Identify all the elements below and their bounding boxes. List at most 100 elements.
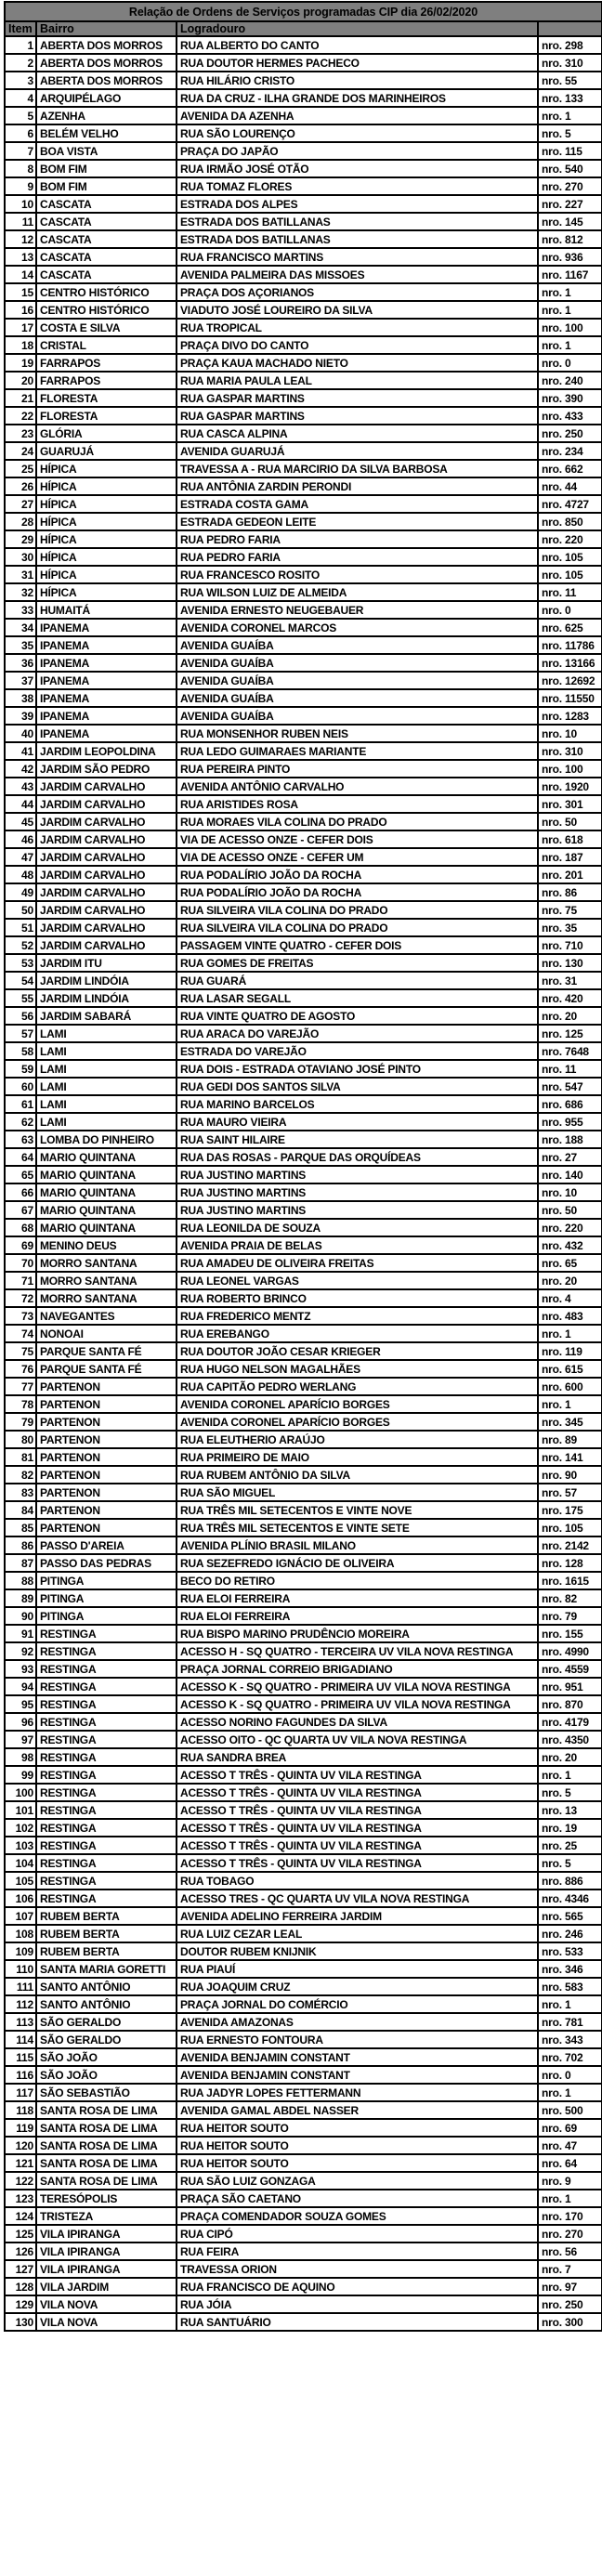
table-row: 99 RESTINGA ACESSO T TRÊS - QUINTA UV VILA…	[4, 1765, 602, 1785]
cell-nro: nro. 298	[536, 35, 602, 55]
cell-bairro: JARDIM CARVALHO	[35, 883, 177, 902]
cell-item: 114	[4, 2030, 37, 2049]
cell-nro: nro. 600	[536, 1377, 602, 1396]
cell-bairro: JARDIM SABARÁ	[35, 1006, 177, 1026]
cell-bairro: MARIO QUINTANA	[35, 1218, 177, 1237]
cell-nro: nro. 100	[536, 318, 602, 337]
cell-logradouro: ACESSO T TRÊS - QUINTA UV VILA RESTINGA	[176, 1800, 539, 1820]
cell-bairro: JARDIM LEOPOLDINA	[35, 741, 177, 761]
cell-bairro: NAVEGANTES	[35, 1306, 177, 1326]
cell-nro: nro. 0	[536, 600, 602, 620]
cell-nro: nro. 7648	[536, 1041, 602, 1061]
cell-bairro: MARIO QUINTANA	[35, 1147, 177, 1167]
cell-logradouro: PRAÇA SÃO CAETANO	[176, 2189, 539, 2208]
table-row: 82 PARTENON RUA RUBEM ANTÔNIO DA SILVA nro.…	[4, 1465, 602, 1484]
cell-nro: nro. 105	[536, 1518, 602, 1537]
table-row: 67 MARIO QUINTANA RUA JUSTINO MARTINS nro. …	[4, 1200, 602, 1220]
cell-item: 54	[4, 971, 37, 990]
cell-logradouro: RUA BISPO MARINO PRUDÊNCIO MOREIRA	[176, 1624, 539, 1643]
cell-bairro: IPANEMA	[35, 653, 177, 673]
cell-item: 14	[4, 265, 37, 284]
cell-item: 97	[4, 1730, 37, 1749]
cell-nro: nro. 69	[536, 2118, 602, 2138]
cell-logradouro: PRAÇA JORNAL CORREIO BRIGADIANO	[176, 1659, 539, 1679]
table-row: 56 JARDIM SABARÁ RUA VINTE QUATRO DE AGOST…	[4, 1006, 602, 1026]
cell-nro: nro. 345	[536, 1412, 602, 1432]
cell-logradouro: RUA ELOI FERREIRA	[176, 1589, 539, 1608]
cell-nro: nro. 4	[536, 1288, 602, 1308]
cell-nro: nro. 420	[536, 988, 602, 1008]
cell-item: 59	[4, 1059, 37, 1079]
cell-bairro: IPANEMA	[35, 635, 177, 655]
cell-logradouro: RUA ELEUTHERIO ARAÚJO	[176, 1430, 539, 1449]
cell-item: 37	[4, 671, 37, 690]
cell-logradouro: AVENIDA GUAÍBA	[176, 688, 539, 708]
table-row: 126 VILA IPIRANGA RUA FEIRA nro. 56	[4, 2242, 602, 2261]
cell-logradouro: RUA SÃO LOURENÇO	[176, 124, 539, 143]
cell-nro: nro. 343	[536, 2030, 602, 2049]
cell-bairro: HÍPICA	[35, 582, 177, 602]
cell-bairro: HÍPICA	[35, 477, 177, 496]
cell-bairro: IPANEMA	[35, 724, 177, 743]
cell-nro: nro. 50	[536, 1200, 602, 1220]
cell-nro: nro. 75	[536, 900, 602, 920]
cell-logradouro: RUA LEONEL VARGAS	[176, 1271, 539, 1290]
table-row: 50 JARDIM CARVALHO RUA SILVEIRA VILA COLIN…	[4, 900, 602, 920]
cell-bairro: PARQUE SANTA FÉ	[35, 1341, 177, 1361]
cell-nro: nro. 702	[536, 2047, 602, 2067]
cell-item: 43	[4, 777, 37, 796]
cell-item: 130	[4, 2312, 37, 2332]
cell-nro: nro. 1	[536, 1994, 602, 2014]
cell-logradouro: RUA ARISTIDES ROSA	[176, 794, 539, 814]
cell-logradouro: AVENIDA GUARUJÁ	[176, 441, 539, 461]
cell-logradouro: RUA SILVEIRA VILA COLINA DO PRADO	[176, 900, 539, 920]
table-row: 64 MARIO QUINTANA RUA DAS ROSAS - PARQUE D…	[4, 1147, 602, 1167]
cell-item: 5	[4, 106, 37, 125]
cell-item: 49	[4, 883, 37, 902]
cell-item: 96	[4, 1712, 37, 1732]
cell-bairro: BOM FIM	[35, 159, 177, 178]
table-row: 89 PITINGA RUA ELOI FERREIRA nro. 82	[4, 1589, 602, 1608]
table-row: 1 ABERTA DOS MORROS RUA ALBERTO DO CANTO nr…	[4, 35, 602, 55]
cell-logradouro: RUA SANDRA BREA	[176, 1747, 539, 1767]
cell-logradouro: ACESSO T TRÊS - QUINTA UV VILA RESTINGA	[176, 1853, 539, 1873]
table-row: 43 JARDIM CARVALHO AVENIDA ANTÔNIO CARVALH…	[4, 777, 602, 796]
table-row: 25 HÍPICA TRAVESSA A - RUA MARCIRIO DA SIL…	[4, 459, 602, 478]
cell-logradouro: RUA TOBAGO	[176, 1871, 539, 1890]
cell-bairro: PARTENON	[35, 1430, 177, 1449]
cell-item: 2	[4, 53, 37, 72]
cell-logradouro: RUA HEITOR SOUTO	[176, 2118, 539, 2138]
cell-nro: nro. 7	[536, 2259, 602, 2279]
cell-item: 109	[4, 1942, 37, 1961]
cell-bairro: JARDIM CARVALHO	[35, 794, 177, 814]
cell-nro: nro. 870	[536, 1694, 602, 1714]
table-row: 46 JARDIM CARVALHO VIA DE ACESSO ONZE - CE…	[4, 830, 602, 849]
cell-nro: nro. 0	[536, 2065, 602, 2085]
table-row: 63 LOMBA DO PINHEIRO RUA SAINT HILAIRE nro.…	[4, 1130, 602, 1149]
table-row: 130 VILA NOVA RUA SANTUÁRIO nro. 300	[4, 2312, 602, 2332]
cell-logradouro: RUA LEDO GUIMARAES MARIANTE	[176, 741, 539, 761]
cell-nro: nro. 188	[536, 1130, 602, 1149]
cell-nro: nro. 540	[536, 159, 602, 178]
table-row: 4 ARQUIPÉLAGO RUA DA CRUZ - ILHA GRANDE DO…	[4, 88, 602, 108]
cell-logradouro: ESTRADA COSTA GAMA	[176, 494, 539, 514]
cell-nro: nro. 11	[536, 582, 602, 602]
cell-item: 17	[4, 318, 37, 337]
cell-logradouro: RUA HEITOR SOUTO	[176, 2153, 539, 2173]
cell-logradouro: ACESSO H - SQ QUATRO - TERCEIRA UV VILA …	[176, 1641, 539, 1661]
cell-bairro: VILA NOVA	[35, 2295, 177, 2314]
cell-nro: nro. 432	[536, 1236, 602, 1255]
cell-nro: nro. 1	[536, 1324, 602, 1343]
cell-nro: nro. 155	[536, 1624, 602, 1643]
cell-bairro: AZENHA	[35, 106, 177, 125]
cell-item: 104	[4, 1853, 37, 1873]
cell-bairro: BOA VISTA	[35, 141, 177, 161]
cell-bairro: BELÉM VELHO	[35, 124, 177, 143]
cell-nro: nro. 201	[536, 865, 602, 884]
cell-item: 92	[4, 1641, 37, 1661]
cell-nro: nro. 250	[536, 2295, 602, 2314]
table-row: 97 RESTINGA ACESSO OITO - QC QUARTA UV VIL…	[4, 1730, 602, 1749]
table-row: 47 JARDIM CARVALHO VIA DE ACESSO ONZE - CE…	[4, 847, 602, 867]
report-title: Relação de Ordens de Serviços programada…	[3, 1, 602, 22]
cell-logradouro: AVENIDA DA AZENHA	[176, 106, 539, 125]
